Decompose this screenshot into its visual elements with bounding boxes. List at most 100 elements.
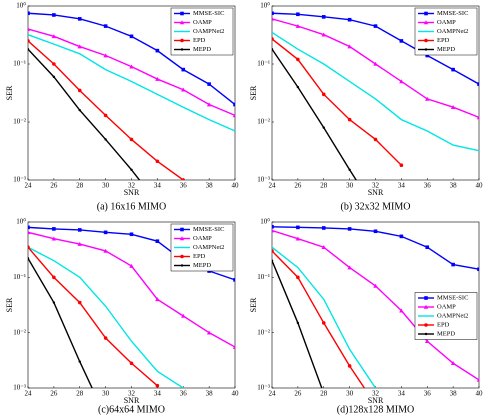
series-line: [28, 34, 235, 132]
x-tick-label: 26: [294, 182, 302, 190]
marker: [321, 15, 326, 19]
x-tick-label: 26: [50, 182, 58, 190]
marker: [129, 137, 134, 142]
marker: [77, 88, 82, 93]
marker: [348, 168, 351, 171]
marker: [180, 11, 184, 16]
marker: [155, 159, 160, 164]
y-axis-label: SER: [5, 297, 14, 312]
marker: [232, 344, 235, 349]
marker: [180, 38, 184, 43]
marker: [77, 300, 82, 305]
y-tick-label: 10⁻³: [257, 384, 270, 392]
marker: [51, 236, 57, 241]
y-tick-label: 10⁻²: [257, 328, 270, 336]
caption: (d)128x128 MIMO: [337, 404, 415, 415]
x-axis-label: SNR: [124, 188, 140, 197]
legend: MMSE-SIC OAMP OAMPNet2 EPD MEPD: [170, 223, 234, 272]
marker: [52, 13, 56, 17]
marker: [77, 44, 82, 49]
x-tick-label: 24: [25, 182, 33, 190]
marker: [181, 87, 186, 92]
x-tick-label: 32: [128, 390, 136, 398]
legend-label: MEPD: [193, 46, 211, 53]
marker: [321, 226, 326, 230]
marker: [233, 102, 235, 107]
marker: [399, 308, 404, 313]
marker: [424, 296, 428, 300]
marker: [399, 163, 404, 167]
x-tick-label: 34: [154, 390, 162, 398]
x-tick-label: 40: [232, 182, 240, 190]
x-tick-label: 24: [25, 390, 33, 398]
legend-label: MMSE-SIC: [437, 294, 468, 301]
marker: [451, 262, 455, 267]
marker: [424, 323, 428, 327]
legend-label: MMSE-SIC: [193, 10, 224, 17]
marker: [155, 383, 160, 388]
subplot: 24 26 28 30 32 34 36 38 40 10⁻³ 10⁻² 10⁻¹ 10⁰ SNR SER (…: [249, 218, 483, 416]
x-tick-label: 34: [154, 182, 162, 190]
series-line: [272, 38, 402, 166]
marker: [347, 17, 352, 22]
marker: [399, 79, 404, 84]
plot: [28, 11, 235, 180]
x-tick-label: 34: [398, 182, 406, 190]
series-line: [28, 258, 93, 388]
marker: [129, 232, 134, 237]
x-axis-label: SNR: [368, 396, 384, 405]
y-axis-label: SER: [249, 85, 258, 100]
marker: [77, 228, 82, 232]
y-tick-label: 10⁻¹: [13, 60, 26, 68]
marker: [130, 168, 133, 171]
legend-label: OAMPNet2: [437, 28, 468, 35]
marker: [103, 336, 108, 340]
x-tick-label: 36: [180, 390, 188, 398]
y-tick-label: 10⁻³: [257, 176, 270, 184]
x-tick-label: 36: [180, 182, 188, 190]
marker: [103, 113, 108, 118]
marker: [347, 265, 352, 270]
y-tick-label: 10⁻¹: [13, 273, 26, 281]
marker: [272, 259, 274, 262]
y-tick-label: 10⁰: [260, 218, 270, 226]
marker: [180, 264, 184, 267]
marker: [181, 178, 186, 180]
marker: [52, 301, 56, 304]
marker: [296, 57, 300, 62]
x-tick-label: 30: [102, 390, 110, 398]
plot: [272, 11, 479, 180]
subplot: 24 26 28 30 32 34 36 38 40 10⁻³ 10⁻² 10⁻¹ 10⁰ SNR SER (…: [5, 2, 239, 213]
marker: [347, 227, 352, 231]
x-tick-label: 32: [128, 182, 136, 190]
y-tick-label: 10⁻¹: [257, 60, 270, 68]
marker: [476, 115, 479, 120]
marker: [373, 24, 378, 28]
marker: [28, 47, 30, 51]
marker: [477, 267, 479, 272]
marker: [52, 227, 56, 231]
marker: [155, 76, 160, 81]
y-tick-label: 10⁻²: [257, 118, 270, 126]
y-tick-label: 10⁰: [260, 2, 270, 10]
legend-label: OAMP: [193, 19, 212, 26]
marker: [296, 225, 300, 230]
y-tick-label: 10⁰: [16, 218, 26, 226]
marker: [233, 278, 235, 282]
x-tick-label: 34: [398, 390, 406, 398]
marker: [373, 229, 378, 234]
marker: [322, 126, 325, 129]
marker: [373, 137, 378, 142]
marker: [424, 332, 428, 336]
marker: [103, 230, 108, 235]
marker: [272, 47, 274, 51]
legend: MMSE-SIC OAMP OAMPNet2 EPD MEPD: [414, 292, 478, 340]
marker: [423, 304, 429, 309]
x-tick-label: 28: [320, 182, 328, 190]
subplot: 24 26 28 30 32 34 36 38 40 10⁻³ 10⁻² 10⁻¹ 10⁰ SNR SER (…: [5, 218, 239, 416]
x-tick-label: 30: [346, 182, 354, 190]
marker: [206, 102, 212, 107]
marker: [104, 138, 107, 141]
x-tick-label: 28: [76, 390, 84, 398]
x-tick-label: 38: [206, 182, 214, 190]
